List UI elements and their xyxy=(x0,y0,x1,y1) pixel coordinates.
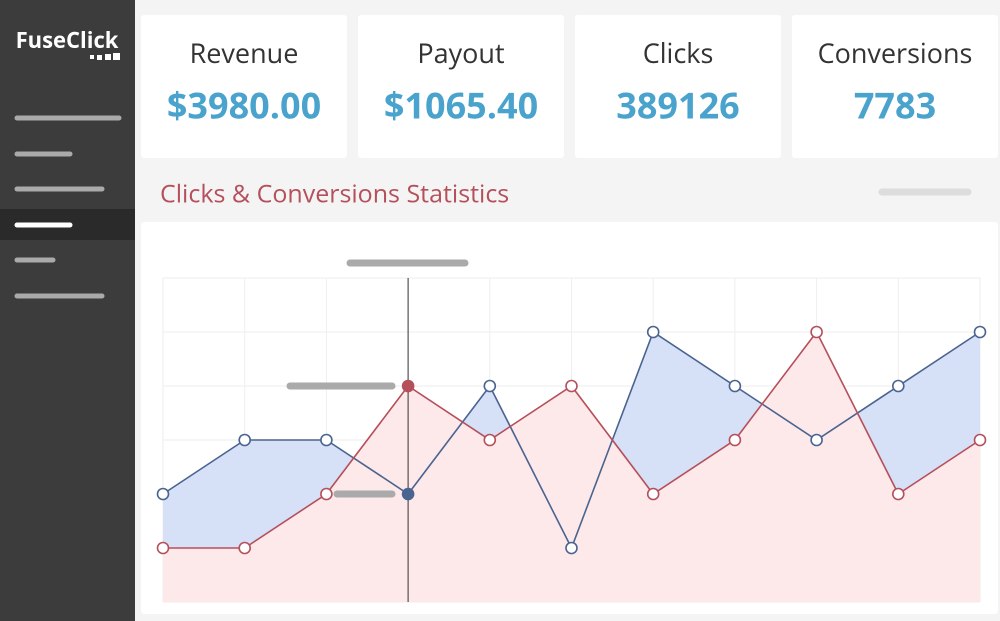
point xyxy=(156,487,170,501)
kpi-label: Revenue xyxy=(190,34,299,71)
kpi-value: 389126 xyxy=(616,81,740,130)
point xyxy=(401,379,415,393)
point xyxy=(646,325,660,339)
logo: FuseClick xyxy=(16,25,119,55)
point xyxy=(728,433,742,447)
kpi-value: 7783 xyxy=(854,81,936,130)
kpi-card xyxy=(141,15,347,158)
point xyxy=(320,433,333,447)
kpi-card xyxy=(358,15,564,158)
point xyxy=(973,325,987,339)
point xyxy=(565,379,578,393)
kpi-card xyxy=(575,15,781,158)
point xyxy=(973,433,987,447)
kpi-label: Conversions xyxy=(818,34,973,71)
point xyxy=(238,433,251,447)
point xyxy=(810,433,823,447)
point xyxy=(320,487,333,501)
point xyxy=(646,487,660,501)
point xyxy=(891,379,905,393)
sidebar xyxy=(0,0,135,621)
point xyxy=(891,487,905,501)
kpi-label: Clicks xyxy=(643,34,714,71)
chart-title: Clicks & Conversions Statistics xyxy=(160,177,509,211)
kpi-value: $3980.00 xyxy=(167,81,321,130)
point xyxy=(810,325,823,339)
kpi-value: $1065.40 xyxy=(384,81,538,130)
area-fill xyxy=(163,332,980,602)
kpi-label: Payout xyxy=(417,34,504,71)
point xyxy=(565,541,578,555)
kpi-card xyxy=(792,15,998,158)
point xyxy=(401,487,415,501)
point xyxy=(483,433,497,447)
logo-dots xyxy=(90,53,120,60)
point xyxy=(728,379,742,393)
point xyxy=(238,541,251,555)
point xyxy=(156,541,170,555)
point xyxy=(483,379,497,393)
